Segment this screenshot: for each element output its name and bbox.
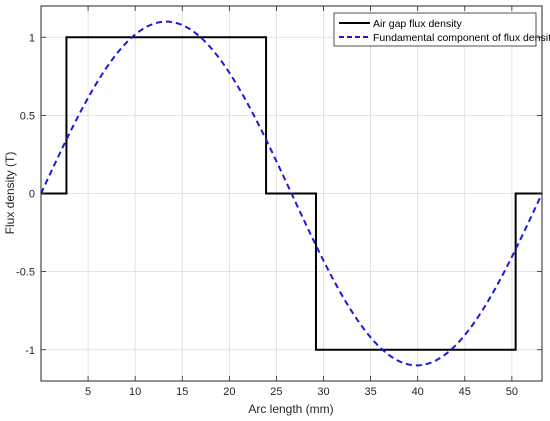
x-tick-label: 20 (223, 386, 235, 398)
y-axis-label: Flux density (T) (3, 152, 17, 235)
x-tick-label: 30 (317, 386, 329, 398)
y-tick-label: 0.5 (20, 110, 35, 122)
y-tick-label: 0 (29, 189, 35, 201)
legend-box (333, 12, 537, 47)
x-tick-label: 5 (85, 386, 91, 398)
legend-label-air-gap: Air gap flux density (373, 18, 462, 30)
y-tick-label: -0.5 (16, 267, 35, 279)
x-axis-label: Arc length (mm) (248, 402, 333, 416)
x-tick-label: 35 (364, 386, 376, 398)
series-fundamental-component (40, 20, 543, 367)
x-tick-label: 50 (506, 386, 518, 398)
x-tick-label: 10 (129, 386, 141, 398)
series-layer (40, 20, 543, 367)
tick-labels: 5 10 15 20 25 30 35 40 45 50 -1 -0.5 0 0.5 1 (16, 32, 518, 398)
x-tick-label: 40 (412, 386, 424, 398)
x-tick-label: 25 (270, 386, 282, 398)
y-tick-label: 1 (29, 32, 35, 44)
ticks (41, 6, 542, 381)
legend: Air gap flux density Fundamental compone… (333, 12, 550, 47)
x-tick-label: 15 (176, 386, 188, 398)
y-tick-label: -1 (25, 345, 35, 357)
legend-label-fundamental: Fundamental component of flux density (373, 32, 550, 44)
x-tick-label: 45 (459, 386, 471, 398)
